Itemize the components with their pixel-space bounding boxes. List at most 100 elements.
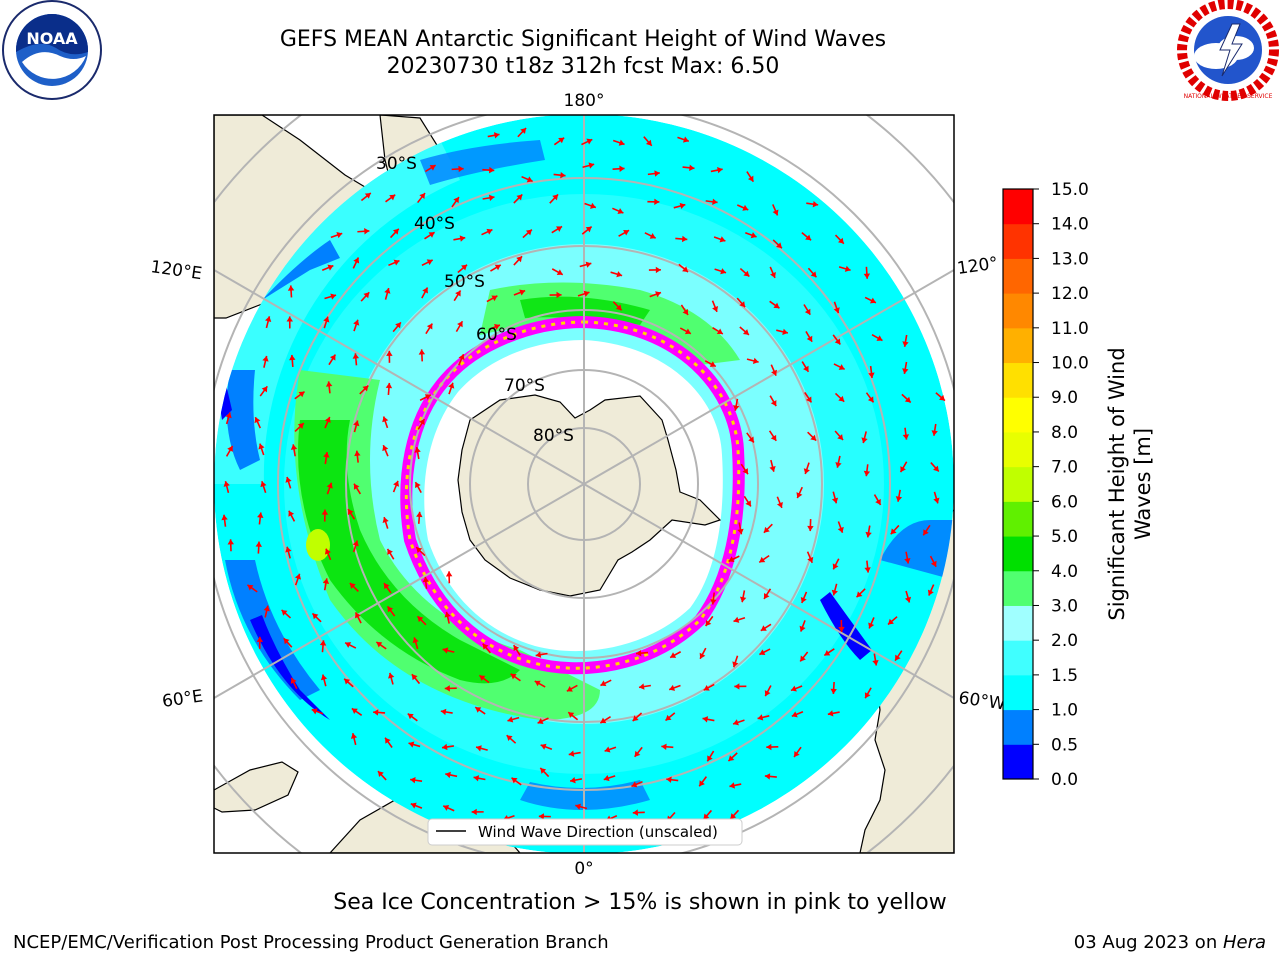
colorbar-segment xyxy=(1003,223,1033,259)
wave-direction-arrowhead xyxy=(705,620,712,627)
colorbar-label: Significant Height of Wind Waves [m] xyxy=(1105,347,1155,620)
wave-direction-arrowhead xyxy=(837,434,844,441)
wave-direction-arrowhead xyxy=(552,194,559,201)
wave-direction-arrowhead xyxy=(227,539,234,545)
wave-direction-arrowhead xyxy=(320,674,328,681)
wave-direction-arrowhead xyxy=(776,242,782,249)
wave-direction-arrowhead xyxy=(827,710,834,717)
wave-direction-arrowhead xyxy=(745,500,751,507)
wave-direction-arrowhead xyxy=(538,813,545,820)
wave-direction-arrowhead xyxy=(772,209,779,216)
wave-direction-arrowhead xyxy=(491,295,498,302)
wave-direction-arrowhead xyxy=(856,591,863,598)
wave-direction-arrowhead xyxy=(616,271,623,278)
wave-direction-arrowhead xyxy=(355,612,361,619)
wave-direction-arrowhead xyxy=(720,268,727,275)
wave-direction-arrowhead xyxy=(288,510,295,517)
wave-direction-arrowhead xyxy=(353,319,360,326)
wave-direction-arrowhead xyxy=(887,618,894,625)
wave-direction-arrowhead xyxy=(703,684,710,691)
wave-direction-arrowhead xyxy=(927,589,934,596)
wave-direction-arrowhead xyxy=(764,690,771,697)
wave-direction-arrowhead xyxy=(556,269,563,276)
wave-direction-arrowhead xyxy=(835,462,842,468)
wave-direction-arrowhead xyxy=(681,235,688,243)
wave-direction-arrowhead xyxy=(710,599,717,605)
wave-direction-arrowhead xyxy=(290,677,297,684)
wave-direction-arrowhead xyxy=(670,652,677,658)
colorbar-segment xyxy=(1003,327,1033,364)
wave-direction-arrowhead xyxy=(353,420,360,427)
wave-direction-arrowhead xyxy=(383,583,390,590)
wave-direction-arrowhead xyxy=(225,412,232,419)
wave-direction-arrowhead xyxy=(739,301,746,308)
wave-direction-arrowhead xyxy=(586,138,593,145)
wave-direction-arrowhead xyxy=(769,466,776,472)
wave-direction-arrowhead xyxy=(895,654,901,661)
wave-direction-arrowhead xyxy=(732,661,739,668)
colorbar-segment xyxy=(1003,362,1033,398)
wave-direction-arrowhead xyxy=(247,584,254,591)
wave-direction-arrowhead xyxy=(257,512,264,518)
colorbar-segment xyxy=(1003,431,1033,468)
wave-direction-arrowhead xyxy=(285,476,292,483)
wave-direction-arrowhead xyxy=(733,616,740,623)
wave-direction-arrowhead xyxy=(902,368,909,374)
wave-direction-arrowhead xyxy=(770,434,777,441)
wave-direction-arrowhead xyxy=(923,529,929,536)
wave-direction-arrowhead xyxy=(493,323,500,330)
wave-direction-arrowhead xyxy=(261,386,268,393)
lat-labels: 30°S 40°S 50°S 60°S 70°S 80°S xyxy=(376,154,574,446)
wave-direction-arrowhead xyxy=(645,139,652,146)
lon-label-0: 0° xyxy=(574,859,593,879)
wave-direction-arrowhead xyxy=(386,350,393,356)
lon-label-120w: 120° xyxy=(956,253,999,279)
wave-direction-arrowhead xyxy=(283,638,290,645)
wave-direction-arrowhead xyxy=(734,683,740,690)
wave-direction-arrowhead xyxy=(805,234,812,241)
wave-direction-arrowhead xyxy=(525,229,532,236)
wave-direction-arrowhead xyxy=(844,265,851,272)
colorbar-segment xyxy=(1003,709,1033,745)
wave-direction-arrowhead xyxy=(632,809,638,816)
wave-direction-arrowhead xyxy=(832,563,839,570)
footer-right: 03 Aug 2023 on Hera xyxy=(1074,932,1266,953)
wave-direction-arrowhead xyxy=(600,717,607,724)
wave-direction-arrowhead xyxy=(324,416,331,423)
wave-direction-arrowhead xyxy=(759,649,766,656)
wave-direction-arrowhead xyxy=(831,589,838,596)
wave-direction-arrowhead xyxy=(444,685,450,692)
wave-direction-arrowhead xyxy=(458,165,464,173)
graticule xyxy=(214,115,954,853)
wave-direction-arrowhead xyxy=(345,642,352,648)
wave-direction-arrowhead xyxy=(471,808,477,816)
wave-direction-arrowhead xyxy=(863,273,871,279)
colorbar-tick-label: 7.0 xyxy=(1051,458,1078,478)
wave-direction-arrowhead xyxy=(258,443,265,450)
wave-direction-arrowhead xyxy=(699,652,706,659)
wave-direction-arrowhead xyxy=(417,616,424,623)
wave-direction-arrowhead xyxy=(766,743,772,751)
wave-direction-arrowhead xyxy=(395,322,401,329)
wave-direction-arrowhead xyxy=(453,197,459,204)
colorbar-tick-label: 2.0 xyxy=(1051,631,1078,651)
wave-direction-arrowhead xyxy=(262,355,269,362)
wave-direction-arrowhead xyxy=(729,782,736,789)
colorbar-tick-label: 8.0 xyxy=(1051,423,1078,443)
wave-direction-arrowhead xyxy=(933,465,939,472)
wave-direction-arrowhead xyxy=(904,396,911,403)
wave-direction-arrowhead xyxy=(833,307,840,314)
wave-direction-arrowhead xyxy=(872,659,879,666)
wave-direction-arrowhead xyxy=(412,637,419,644)
colorbar-label-line2: Waves [m] xyxy=(1131,428,1155,540)
wave-direction-arrowhead xyxy=(930,560,937,567)
wave-direction-arrowhead xyxy=(689,164,695,171)
lon-label-180: 180° xyxy=(564,91,605,111)
wave-direction-arrowhead xyxy=(408,741,415,748)
colorbar-label-line1: Significant Height of Wind xyxy=(1105,347,1129,620)
wave-direction-arrowhead xyxy=(868,372,875,378)
wave-direction-arrowhead xyxy=(810,434,817,441)
wave-direction-arrowhead xyxy=(655,291,661,298)
wave-direction-arrowhead xyxy=(327,264,334,271)
chart-title: GEFS MEAN Antarctic Significant Height o… xyxy=(279,27,887,52)
